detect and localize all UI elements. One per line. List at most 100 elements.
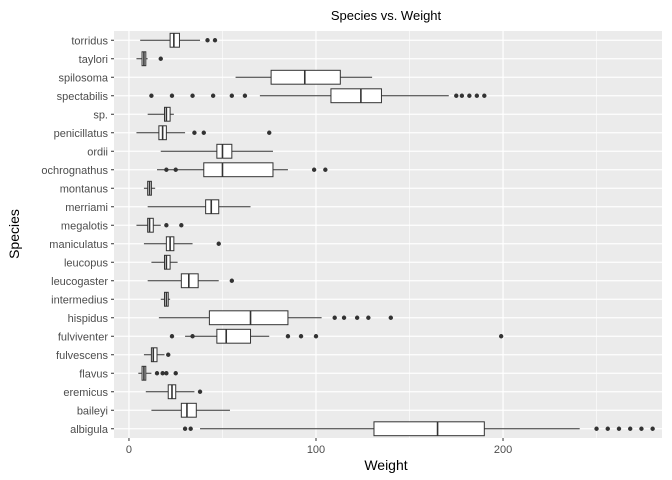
outlier-point xyxy=(158,56,163,61)
outlier-point xyxy=(323,167,328,172)
outlier-point xyxy=(467,93,472,98)
y-tick-label: spectabilis xyxy=(57,91,109,103)
y-tick-label: eremicus xyxy=(63,387,108,399)
outlier-point xyxy=(616,426,622,431)
iqr-box xyxy=(205,199,220,215)
y-tick-label: torridus xyxy=(71,35,108,47)
outlier-point xyxy=(149,93,154,98)
outlier-point xyxy=(639,426,644,431)
outlier-point xyxy=(205,38,210,43)
box-hispidus xyxy=(158,310,394,326)
outlier-point xyxy=(594,426,599,431)
box-eremicus xyxy=(145,384,203,400)
outlier-point xyxy=(242,93,248,98)
outlier-point xyxy=(190,93,195,98)
box-flavus xyxy=(138,365,178,381)
iqr-box xyxy=(270,69,341,85)
outlier-point xyxy=(212,38,218,43)
outlier-point xyxy=(173,371,178,376)
iqr-box xyxy=(330,88,382,104)
outlier-point xyxy=(332,315,337,320)
box-spilosoma xyxy=(235,69,373,85)
box-montanus xyxy=(143,180,156,196)
outlier-point xyxy=(154,371,160,376)
iqr-box xyxy=(150,347,158,363)
y-tick-label: megalotis xyxy=(61,220,109,232)
iqr-box xyxy=(180,273,199,289)
outlier-point xyxy=(173,167,178,172)
box-layer xyxy=(136,32,655,437)
outlier-point xyxy=(605,426,610,431)
iqr-box xyxy=(216,143,233,159)
y-axis-title: Species xyxy=(6,209,22,259)
outlier-point xyxy=(201,130,206,135)
outlier-point xyxy=(650,426,655,431)
outlier-point xyxy=(474,93,480,98)
y-tick-label: flavus xyxy=(79,368,108,380)
box-taylori xyxy=(136,51,163,67)
outlier-point xyxy=(482,93,487,98)
outlier-point xyxy=(182,426,188,431)
box-torridus xyxy=(140,32,218,48)
outlier-point xyxy=(197,389,203,394)
box-megalotis xyxy=(136,217,184,233)
box-sp xyxy=(147,106,174,122)
box-spectabilis xyxy=(149,88,487,104)
y-tick-label: montanus xyxy=(60,183,109,195)
outlier-point xyxy=(459,93,465,98)
y-tick-label: ordii xyxy=(87,146,108,158)
iqr-box xyxy=(208,310,289,326)
outlier-point xyxy=(169,93,175,98)
y-tick-label: spilosoma xyxy=(58,72,108,84)
outlier-point xyxy=(311,167,317,172)
outlier-point xyxy=(210,93,216,98)
y-tick-label: fulviventer xyxy=(58,331,108,343)
chart-title: Species vs. Weight xyxy=(331,8,442,23)
outlier-point xyxy=(628,426,633,431)
outlier-point xyxy=(160,371,165,376)
x-tick-labels: 0 100 200 xyxy=(126,438,512,456)
plot-panel xyxy=(114,31,662,438)
y-tick-label: leucogaster xyxy=(51,276,108,288)
y-tick-label: leucopus xyxy=(64,257,109,269)
y-tick-label: sp. xyxy=(93,109,108,121)
box-albigula xyxy=(182,421,655,437)
outlier-point xyxy=(164,223,169,228)
iqr-box xyxy=(373,421,485,437)
iqr-box xyxy=(147,217,154,233)
box-penicillatus xyxy=(136,125,272,141)
outlier-point xyxy=(190,334,195,339)
x-tick-label: 200 xyxy=(494,444,512,456)
y-tick-label: fulvescens xyxy=(56,350,108,362)
outlier-point xyxy=(164,167,169,172)
y-tick-label: maniculatus xyxy=(49,239,108,251)
outlier-point xyxy=(164,371,169,376)
box-ordii xyxy=(160,143,273,159)
outlier-point xyxy=(188,426,193,431)
outlier-point xyxy=(216,241,221,246)
outlier-point xyxy=(192,130,197,135)
iqr-box xyxy=(169,32,180,48)
box-baileyi xyxy=(151,402,230,418)
outlier-point xyxy=(179,223,184,228)
x-axis-title: Weight xyxy=(364,457,407,473)
box-fulvescens xyxy=(143,347,171,363)
iqr-box xyxy=(203,162,274,178)
iqr-box xyxy=(216,328,252,344)
box-leucogaster xyxy=(147,273,235,289)
box-fulviventer xyxy=(169,328,504,344)
box-maniculatus xyxy=(143,236,221,252)
y-tick-label: penicillatus xyxy=(54,128,109,140)
outlier-point xyxy=(388,315,394,320)
outlier-point xyxy=(498,334,504,339)
outlier-point xyxy=(267,130,272,135)
x-tick-label: 0 xyxy=(126,444,132,456)
x-tick-label: 100 xyxy=(307,444,325,456)
outlier-point xyxy=(229,93,235,98)
outlier-point xyxy=(285,334,291,339)
outlier-point xyxy=(354,315,360,320)
iqr-box xyxy=(180,402,197,418)
iqr-box xyxy=(163,254,171,270)
